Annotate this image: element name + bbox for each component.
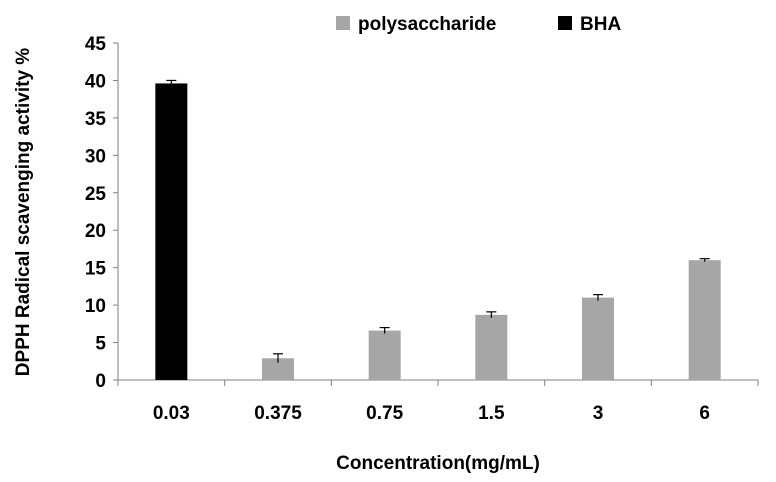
y-tick-label: 30: [85, 146, 106, 167]
y-tick-label: 0: [95, 371, 106, 392]
bar-polysaccharide-1.5: [475, 314, 508, 380]
y-tick-label: 15: [85, 259, 107, 280]
legend-label-bha: BHA: [580, 14, 621, 35]
x-tick-label: 1.5: [478, 403, 505, 424]
bar-polysaccharide-6: [688, 260, 721, 380]
y-tick-label: 40: [85, 71, 106, 92]
legend-swatch-polysaccharide: [336, 16, 350, 30]
x-tick-label: 0.75: [366, 403, 403, 424]
x-tick-label: 0.03: [153, 403, 190, 424]
y-tick-label: 5: [95, 334, 106, 355]
legend: polysaccharide BHA: [336, 14, 621, 35]
y-axis-title: DPPH Radical scavenging activity %: [13, 48, 34, 377]
y-tick-label: 45: [85, 34, 107, 55]
legend-label-polysaccharide: polysaccharide: [358, 14, 496, 35]
x-tick-label: 6: [699, 403, 710, 424]
y-tick-label: 25: [85, 184, 107, 205]
y-tick-label: 10: [85, 296, 106, 317]
bar-bha-0.03: [155, 83, 188, 380]
legend-swatch-bha: [558, 16, 572, 30]
bars: [155, 79, 721, 380]
bar-polysaccharide-3: [582, 297, 614, 380]
y-axis: 0 5 10 15 20 25 30 35 40 45: [85, 34, 119, 392]
x-tick-label: 3: [593, 403, 604, 424]
x-tick-label: 0.375: [254, 403, 302, 424]
x-axis-title: Concentration(mg/mL): [336, 453, 540, 474]
y-tick-label: 20: [85, 221, 106, 242]
y-tick-label: 35: [85, 109, 107, 130]
x-axis: 0.03 0.375 0.75 1.5 3 6: [117, 379, 759, 424]
bar-polysaccharide-0.75: [368, 330, 401, 380]
bar-polysaccharide-0.375: [262, 358, 294, 380]
